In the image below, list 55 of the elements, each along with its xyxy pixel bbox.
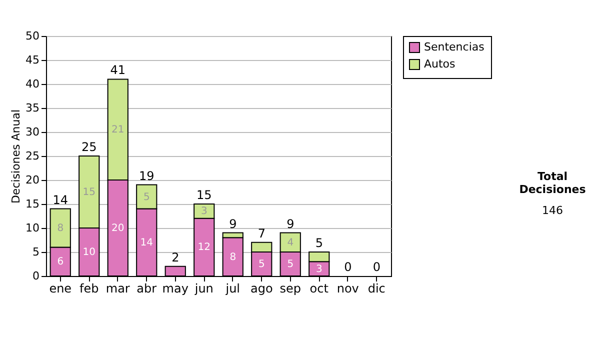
x-tick-label: oct (310, 282, 329, 296)
total-label: 5 (315, 236, 323, 250)
data-label: 3 (200, 206, 208, 218)
x-tick-label: feb (80, 282, 99, 296)
total-label: 9 (286, 216, 294, 231)
x-tick-label: ene (49, 282, 72, 296)
total-label: 15 (196, 188, 212, 202)
x-tick-label: mar (106, 282, 130, 296)
data-label: 6 (57, 256, 64, 268)
data-label: 15 (82, 187, 96, 198)
y-tick-label: 15 (26, 198, 40, 210)
x-tick-label: jul (224, 282, 240, 296)
x-tick-label: ago (250, 282, 273, 296)
legend-label: Autos (424, 58, 456, 70)
text: Total Decisiones (518, 170, 587, 196)
y-tick-label: 50 (26, 30, 40, 42)
data-label: 8 (57, 223, 64, 234)
y-tick-label: 25 (26, 150, 40, 162)
total-label: 25 (81, 140, 97, 154)
x-tick-label: may (162, 282, 188, 296)
data-label: 3 (316, 264, 322, 275)
x-tick-label: sep (280, 282, 302, 296)
x-tick-label: abr (136, 282, 157, 296)
data-label: 5 (287, 259, 294, 270)
data-label: 12 (198, 242, 210, 254)
total-label: 14 (52, 192, 68, 207)
total-label: 19 (138, 168, 154, 183)
data-label: 14 (140, 237, 153, 248)
x-tick-label: jun (194, 282, 214, 296)
y-tick-label: 20 (26, 174, 40, 186)
y-tick-label: 45 (26, 54, 40, 66)
y-tick-label: 5 (32, 246, 40, 258)
total-label: 2 (172, 250, 180, 264)
y-axis-title: Decisiones Anual (10, 109, 23, 204)
text: 146 (541, 204, 564, 217)
y-tick-label: 30 (26, 126, 40, 138)
data-label: 5 (143, 192, 150, 203)
y-tick-label: 40 (26, 78, 40, 90)
y-tick-label: 10 (26, 222, 40, 234)
total-label: 41 (110, 63, 126, 78)
y-tick-label: 35 (26, 102, 40, 114)
legend-label: Sentencias (424, 40, 485, 54)
total-label: 7 (258, 226, 266, 240)
data-label: 10 (82, 247, 96, 258)
data-label: 21 (112, 124, 124, 136)
x-tick-label: dic (368, 282, 386, 296)
data-label: 8 (230, 252, 236, 263)
data-label: 20 (112, 223, 124, 234)
data-label: 4 (287, 237, 294, 248)
x-tick-label: nov (336, 282, 359, 296)
total-label: 0 (372, 260, 380, 274)
data-label: 5 (258, 259, 265, 270)
total-label: 0 (344, 260, 352, 274)
y-tick-label: 0 (32, 270, 40, 282)
total-label: 9 (229, 216, 237, 231)
